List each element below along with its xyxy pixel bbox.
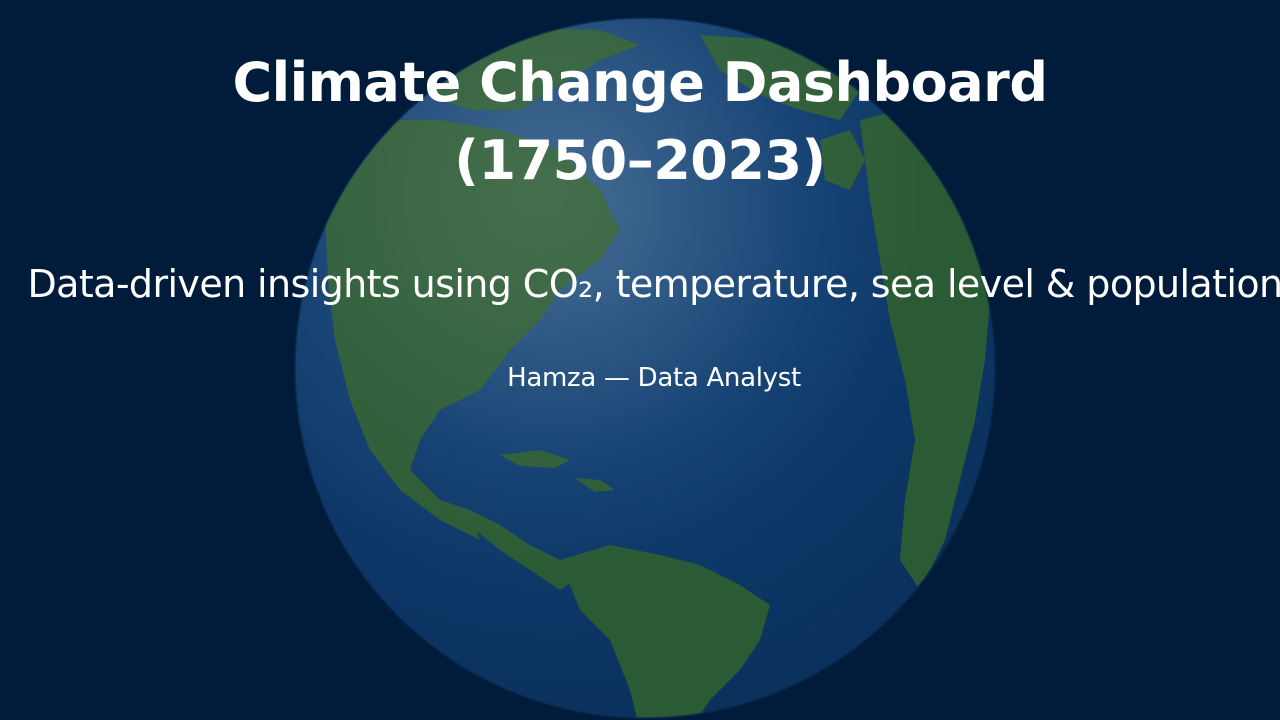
slide-title-line-2: (1750–2023) (454, 129, 826, 192)
slide-title: Climate Change Dashboard (1750–2023) (0, 44, 1280, 200)
author-credit: Hamza — Data Analyst (507, 363, 801, 393)
slide-title-line-1: Climate Change Dashboard (232, 51, 1048, 114)
slide-subtitle: Data-driven insights using CO₂, temperat… (27, 262, 1280, 306)
